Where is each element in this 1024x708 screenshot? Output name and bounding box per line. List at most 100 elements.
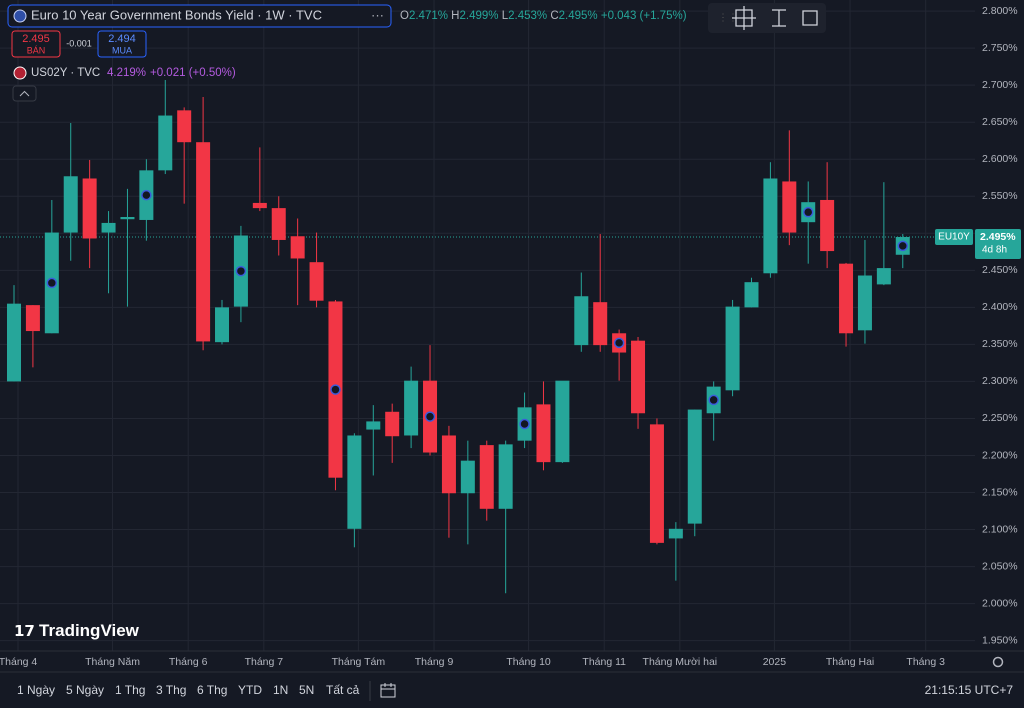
collapse-icon <box>19 90 30 97</box>
y-tick-label: 2.450% <box>982 264 1018 276</box>
range-button[interactable]: 1 Ngày <box>17 683 55 697</box>
candle-body <box>479 445 494 509</box>
symbol-tag-text: EU10Y <box>938 232 970 243</box>
event-marker <box>235 265 247 277</box>
x-tick-label: Tháng 4 <box>0 656 37 668</box>
candle-body <box>101 222 116 233</box>
logo: 𝟭𝟳 TradingView <box>14 621 140 640</box>
ohlc-key: C <box>550 10 558 22</box>
sell-price: 2.495 <box>22 33 50 45</box>
candle-body <box>177 110 192 143</box>
collapse-button[interactable] <box>12 85 37 102</box>
range-button[interactable]: 6 Thg <box>197 683 227 697</box>
compare-value: 4.219% <box>107 67 146 79</box>
y-tick-label: 2.400% <box>982 301 1018 313</box>
candle-body <box>498 444 513 509</box>
y-tick-label: 2.750% <box>982 42 1018 54</box>
grid <box>0 0 975 651</box>
y-tick-label: 2.550% <box>982 190 1018 202</box>
y-tick-label: 2.100% <box>982 523 1018 535</box>
y-tick-label: 2.200% <box>982 449 1018 461</box>
candle-body <box>555 380 570 463</box>
drag-handle[interactable]: ⋮⋮ <box>718 13 738 24</box>
range-button[interactable]: 3 Thg <box>156 683 186 697</box>
candle-body <box>347 435 362 529</box>
ohlc-key: H <box>451 10 459 22</box>
candle-body <box>404 380 419 436</box>
candle-body <box>460 460 475 494</box>
range-button[interactable]: Tất cả <box>326 683 360 697</box>
clock: 21:15:15 UTC+7 <box>925 683 1014 697</box>
zoom-tool[interactable] <box>802 10 818 26</box>
countdown: 4d 8h <box>982 245 1007 256</box>
candle-body <box>290 236 305 259</box>
sell-button[interactable] <box>11 30 61 58</box>
candle-body <box>857 275 872 331</box>
candle-body <box>7 303 21 382</box>
buy-button[interactable] <box>97 30 147 58</box>
candle-body <box>744 282 759 308</box>
y-tick-label: 2.050% <box>982 560 1018 572</box>
symbol-tag <box>935 228 973 245</box>
x-tick-label: Tháng Năm <box>85 656 140 668</box>
x-tick-label: Tháng 6 <box>169 656 208 668</box>
ohlc-key: O <box>400 10 409 22</box>
event-marker <box>46 277 58 289</box>
event-marker <box>897 240 909 252</box>
candle-body <box>63 176 78 233</box>
y-tick-label: 2.650% <box>982 116 1018 128</box>
us-flag <box>13 66 27 80</box>
range-button[interactable]: 5N <box>299 683 314 697</box>
candle-body <box>158 115 173 171</box>
range-button[interactable]: 1 Thg <box>115 683 145 697</box>
x-tick-label: Tháng 3 <box>906 656 945 668</box>
ohlc-key: L <box>502 10 509 22</box>
candle-body <box>876 268 891 285</box>
ohlc-value: 2.499% <box>459 10 498 22</box>
y-tick-label: 2.150% <box>982 486 1018 498</box>
candle-body <box>649 424 664 543</box>
buy-label: MUA <box>112 45 132 55</box>
candle-body <box>196 142 211 342</box>
candles <box>7 79 910 594</box>
time-axis: Tháng 4 Tháng Năm Tháng 6 Tháng 7 Tháng Tám T… <box>0 656 945 668</box>
event-marker <box>613 337 625 349</box>
logo-text: TradingView <box>39 621 140 640</box>
y-tick-label: 1.950% <box>982 634 1018 646</box>
measure-tool[interactable] <box>772 9 786 27</box>
range-button[interactable]: 1N <box>273 683 288 697</box>
y-tick-label: 2.300% <box>982 375 1018 387</box>
range-button[interactable]: YTD <box>238 683 262 697</box>
compare-symbol: US02Y · TVC <box>31 67 100 79</box>
candle-body <box>782 181 797 233</box>
crosshair-tool[interactable] <box>732 6 756 30</box>
event-marker <box>708 394 719 406</box>
date-range-button[interactable] <box>380 683 396 698</box>
ohlc-value: 2.495% <box>559 10 598 22</box>
candle-body <box>252 202 267 209</box>
y-tick-label: 2.000% <box>982 597 1018 609</box>
sell-label: BÁN <box>27 45 46 55</box>
candle-body <box>271 208 286 240</box>
event-marker <box>330 384 341 395</box>
price-tag-text: 2.495% <box>980 231 1016 243</box>
x-tick-label: Tháng Tám <box>332 656 386 668</box>
title-box[interactable] <box>7 4 392 28</box>
more-button[interactable]: ··· <box>371 7 384 22</box>
buy-price: 2.494 <box>108 33 136 45</box>
event-marker <box>141 189 152 201</box>
event-marker <box>802 206 814 218</box>
y-tick-label: 2.350% <box>982 338 1018 350</box>
candle-body <box>839 263 854 334</box>
settings-button[interactable] <box>992 656 1004 668</box>
candle-body <box>82 178 97 239</box>
x-tick-label: Tháng Hai <box>826 656 874 668</box>
ohlc: O2.471% H2.499% L2.453% C2.495% +0.043 (… <box>400 10 687 22</box>
x-tick-label: Tháng 10 <box>506 656 551 668</box>
change: +0.043 (+1.75%) <box>601 10 687 22</box>
candle-body <box>725 306 740 391</box>
candle-body <box>309 262 324 301</box>
range-button[interactable]: 5 Ngày <box>66 683 104 697</box>
